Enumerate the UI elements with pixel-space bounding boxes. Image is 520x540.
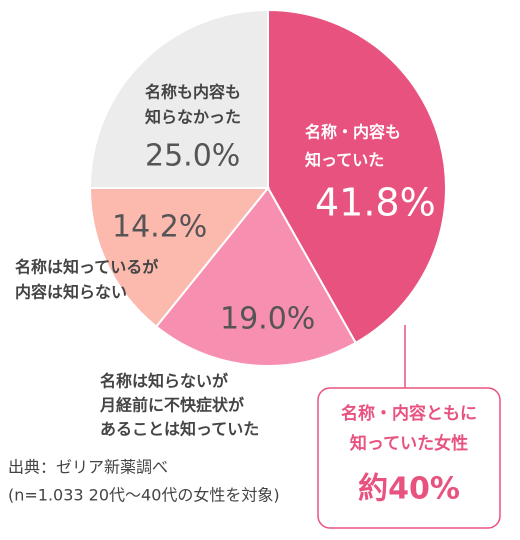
source: 出典：ゼリア新薬調べ (8, 458, 168, 477)
source: (n=1.033 20代～40代の女性を対象) (8, 486, 280, 505)
value-label: 19.0% (220, 302, 315, 337)
callout-text: 名称・内容ともに (341, 403, 477, 424)
pie-slice (267, 8, 447, 345)
callout-text: 知っていた女性 (349, 433, 468, 454)
category-label: あることは知っていた (100, 420, 259, 439)
value-label: 25.0% (145, 139, 240, 174)
category-label: 名称も内容も (145, 83, 241, 102)
category-label: 名称は知っているが (15, 258, 158, 277)
category-label: 名称は知らないが (100, 372, 228, 391)
category-label: 内容は知らない (15, 283, 127, 302)
callout-box (317, 387, 501, 529)
value-label: 14.2% (112, 210, 207, 245)
callout-value: 約40% (358, 472, 460, 507)
pie-slice (154, 186, 358, 367)
value-label: 41.8% (315, 181, 436, 225)
category-label: 名称・内容も (305, 123, 401, 142)
pie-slice (88, 8, 269, 189)
category-label: 月経前に不快症状が (99, 396, 244, 415)
category-label: 知っていた (305, 151, 384, 170)
pie-slice (88, 187, 271, 328)
category-label: 知らなかった (145, 108, 241, 127)
